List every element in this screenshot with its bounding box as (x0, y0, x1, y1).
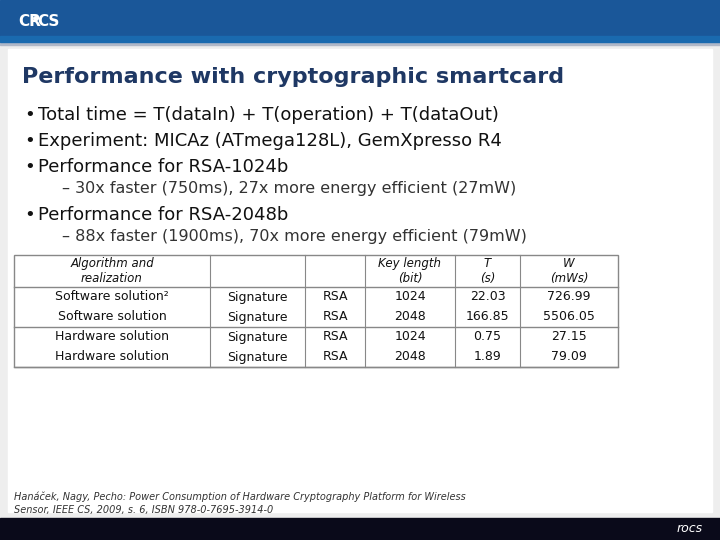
Text: – 30x faster (750ms), 27x more energy efficient (27mW): – 30x faster (750ms), 27x more energy ef… (62, 181, 516, 197)
Text: 5506.05: 5506.05 (543, 310, 595, 323)
Text: 1.89: 1.89 (474, 350, 501, 363)
Text: RSA: RSA (323, 350, 348, 363)
Text: •: • (24, 158, 35, 176)
Text: •: • (24, 206, 35, 224)
Text: Performance for RSA-1024b: Performance for RSA-1024b (38, 158, 289, 176)
Text: Signature: Signature (228, 291, 288, 303)
Text: Algorithm and
realization: Algorithm and realization (70, 256, 154, 285)
Text: RSA: RSA (323, 330, 348, 343)
Text: Hardware solution: Hardware solution (55, 330, 169, 343)
Bar (0, 45, 720, 518)
Bar (0, 42, 720, 45)
Bar (8, 49, 712, 512)
Text: 0.75: 0.75 (474, 330, 502, 343)
Text: Experiment: MICAz (ATmega128L), GemXpresso R4: Experiment: MICAz (ATmega128L), GemXpres… (38, 132, 502, 150)
Text: Hardware solution: Hardware solution (55, 350, 169, 363)
Text: W
(mWs): W (mWs) (550, 256, 588, 285)
Bar (0, 518, 720, 540)
Text: 2048: 2048 (394, 350, 426, 363)
Text: Signature: Signature (228, 330, 288, 343)
Text: 726.99: 726.99 (547, 291, 590, 303)
Text: T
(s): T (s) (480, 256, 495, 285)
Text: – 88x faster (1900ms), 70x more energy efficient (79mW): – 88x faster (1900ms), 70x more energy e… (62, 230, 527, 245)
Text: Hanáček, Nagy, Pecho: Power Consumption of Hardware Cryptography Platform for Wi: Hanáček, Nagy, Pecho: Power Consumption … (14, 492, 466, 515)
Text: 27.15: 27.15 (551, 330, 587, 343)
Text: Signature: Signature (228, 350, 288, 363)
Text: Performance with cryptographic smartcard: Performance with cryptographic smartcard (22, 67, 564, 87)
Text: Total time = T(dataIn) + T(operation) + T(dataOut): Total time = T(dataIn) + T(operation) + … (38, 106, 499, 124)
Text: 22.03: 22.03 (469, 291, 505, 303)
Text: rocs: rocs (677, 523, 703, 536)
Text: Signature: Signature (228, 310, 288, 323)
Text: •: • (24, 132, 35, 150)
Text: RSA: RSA (323, 310, 348, 323)
Text: CS: CS (37, 14, 59, 29)
Text: •: • (24, 106, 35, 124)
Text: 166.85: 166.85 (466, 310, 509, 323)
Bar (14, 255, 618, 367)
Text: CR: CR (18, 14, 41, 29)
Text: RSA: RSA (323, 291, 348, 303)
Text: Software solution²: Software solution² (55, 291, 169, 303)
Text: 2048: 2048 (394, 310, 426, 323)
Bar (14, 255, 618, 367)
Bar (0, 0, 720, 42)
Text: Key length
(bit): Key length (bit) (379, 256, 441, 285)
Bar (0, 36, 720, 42)
Text: Software solution: Software solution (58, 310, 166, 323)
Text: 1024: 1024 (394, 291, 426, 303)
Text: 1024: 1024 (394, 330, 426, 343)
Text: 79.09: 79.09 (551, 350, 587, 363)
Text: Performance for RSA-2048b: Performance for RSA-2048b (38, 206, 289, 224)
